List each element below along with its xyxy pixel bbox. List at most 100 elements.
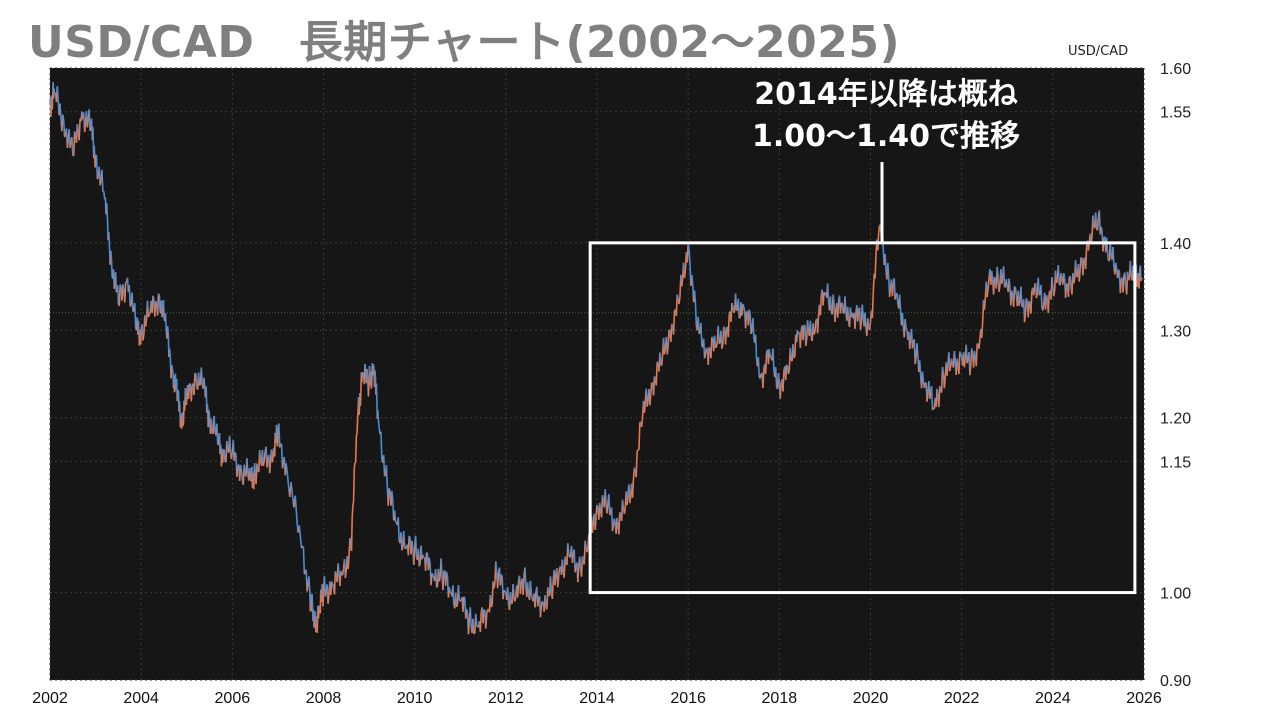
- price-segment: [240, 470, 244, 481]
- price-segment: [1062, 273, 1066, 279]
- price-segment: [1012, 286, 1016, 307]
- price-segment: [930, 386, 934, 411]
- y-tick-label: 1.40: [1160, 236, 1191, 253]
- price-segment: [166, 326, 170, 335]
- price-segment: [258, 450, 262, 461]
- price-segment: [354, 435, 358, 464]
- price-segment: [115, 290, 118, 293]
- x-tick-label: 2020: [853, 690, 889, 707]
- price-segment: [1106, 251, 1110, 261]
- price-segment: [768, 348, 772, 357]
- price-segment: [787, 369, 791, 375]
- price-segment: [663, 348, 667, 355]
- price-segment: [1067, 277, 1071, 297]
- price-segment: [814, 321, 817, 333]
- price-segment: [864, 312, 867, 329]
- price-segment: [586, 548, 589, 553]
- price-segment: [610, 507, 614, 532]
- price-segment: [483, 608, 486, 611]
- price-segment: [190, 385, 194, 402]
- price-segment: [633, 467, 637, 472]
- price-segment: [705, 347, 708, 350]
- price-segment: [667, 329, 670, 347]
- price-segment: [608, 494, 611, 516]
- price-segment: [482, 609, 485, 624]
- price-segment: [1114, 262, 1118, 270]
- price-segment: [303, 571, 307, 575]
- price-segment: [432, 574, 435, 578]
- price-segment: [643, 401, 647, 413]
- price-segment: [941, 366, 945, 375]
- price-segment: [992, 276, 996, 295]
- price-segment: [162, 300, 165, 320]
- price-segment: [577, 566, 580, 583]
- price-segment: [401, 546, 404, 551]
- price-segment: [1023, 312, 1027, 323]
- price-segment: [1122, 275, 1125, 293]
- price-segment: [349, 538, 352, 549]
- price-segment: [911, 341, 915, 349]
- price-segment: [454, 592, 458, 607]
- price-segment: [718, 342, 721, 345]
- price-segment: [383, 474, 387, 477]
- price-segment: [759, 373, 762, 379]
- price-segment: [519, 581, 523, 594]
- price-segment: [836, 301, 840, 318]
- price-segment: [891, 284, 895, 297]
- price-segment: [748, 309, 751, 315]
- price-segment: [703, 354, 707, 359]
- price-segment: [670, 323, 673, 342]
- price-segment: [713, 335, 717, 348]
- price-segment: [806, 320, 810, 333]
- price-segment: [1136, 276, 1139, 287]
- price-segment: [152, 295, 155, 301]
- price-segment: [541, 600, 544, 604]
- price-segment: [266, 458, 269, 468]
- price-segment: [1025, 298, 1029, 302]
- price-segment: [581, 556, 585, 563]
- price-segment: [170, 364, 174, 369]
- price-segment: [414, 535, 418, 558]
- price-segment: [631, 478, 635, 498]
- price-segment: [246, 458, 249, 474]
- price-segment: [591, 522, 595, 533]
- y-tick-label: 1.30: [1160, 323, 1191, 340]
- price-segment: [1051, 277, 1054, 287]
- price-segment: [567, 543, 570, 554]
- x-tick-label: 2024: [1035, 690, 1071, 707]
- y-tick-label: 0.90: [1160, 673, 1191, 690]
- price-segment: [129, 304, 132, 307]
- price-segment: [133, 303, 137, 329]
- price-segment: [380, 431, 383, 459]
- price-segment: [1032, 286, 1036, 296]
- price-segment: [793, 355, 796, 359]
- price-segment: [1028, 300, 1031, 304]
- price-segment: [132, 310, 135, 313]
- price-segment: [733, 310, 736, 314]
- price-segment: [387, 488, 390, 506]
- page-title: USD/CAD 長期チャート(2002～2025): [28, 17, 901, 68]
- price-segment: [382, 454, 386, 477]
- price-segment: [428, 557, 431, 565]
- price-segment: [301, 545, 305, 548]
- annotation-text: 2014年以降は概ね: [754, 77, 1018, 112]
- price-segment: [350, 516, 354, 552]
- price-segment: [708, 346, 711, 349]
- price-segment: [1052, 290, 1056, 297]
- price-segment: [1047, 293, 1050, 313]
- price-segment: [402, 530, 406, 548]
- price-segment: [564, 556, 567, 564]
- price-segment: [194, 372, 197, 375]
- price-segment: [114, 272, 118, 293]
- price-segment: [846, 306, 850, 323]
- price-segment: [262, 461, 266, 466]
- price-segment: [118, 284, 121, 306]
- price-segment: [1117, 269, 1121, 273]
- price-segment: [785, 364, 789, 367]
- price-segment: [1037, 277, 1040, 295]
- price-segment: [234, 452, 237, 455]
- price-segment: [116, 285, 120, 305]
- price-segment: [344, 569, 348, 579]
- price-segment: [629, 494, 632, 504]
- price-segment: [742, 306, 746, 312]
